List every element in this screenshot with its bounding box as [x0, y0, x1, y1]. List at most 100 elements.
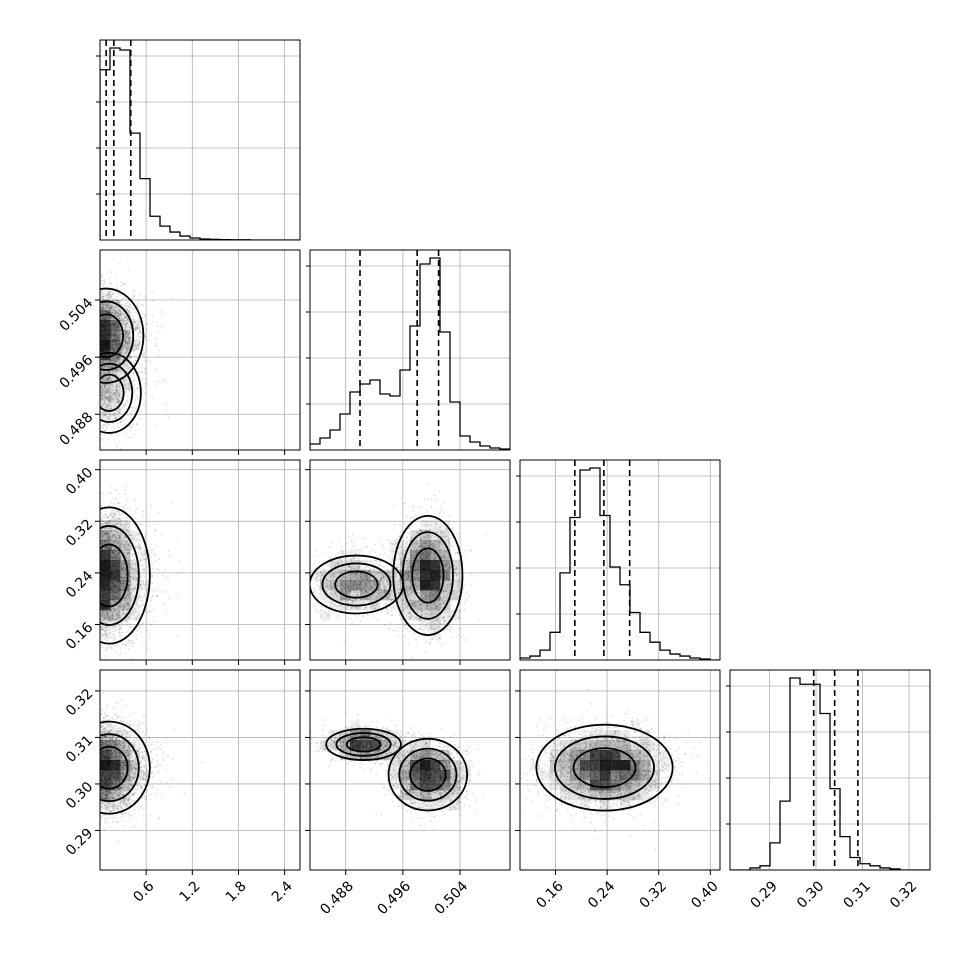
- sample-point: [110, 547, 112, 550]
- sample-point: [103, 390, 105, 392]
- sample-point: [111, 616, 114, 619]
- sample-point: [111, 618, 114, 621]
- sample-point: [121, 505, 124, 508]
- sample-point: [110, 359, 113, 362]
- sample-point: [134, 567, 137, 570]
- sample-point: [104, 463, 106, 465]
- sample-point: [102, 366, 105, 369]
- sample-point: [117, 523, 120, 525]
- sample-point: [121, 348, 123, 350]
- sample-point: [146, 383, 148, 385]
- sample-point: [130, 534, 133, 537]
- sample-point: [132, 423, 135, 426]
- sample-point: [115, 594, 118, 597]
- sample-point: [130, 597, 133, 600]
- sample-point: [158, 569, 160, 572]
- sample-point: [107, 364, 110, 367]
- sample-point: [111, 370, 114, 372]
- sample-point: [112, 340, 114, 343]
- sample-point: [164, 404, 167, 406]
- sample-point: [114, 394, 117, 396]
- sample-point: [112, 343, 115, 346]
- sample-point: [110, 601, 113, 604]
- sample-point: [119, 522, 121, 524]
- sample-point: [137, 346, 139, 348]
- sample-point: [117, 401, 119, 404]
- sample-point: [101, 531, 103, 534]
- sample-point: [117, 343, 119, 346]
- sample-point: [105, 389, 108, 391]
- sample-point: [111, 422, 114, 425]
- sample-point: [107, 398, 110, 401]
- sample-point: [139, 321, 142, 324]
- sample-point: [154, 338, 157, 340]
- sample-point: [104, 310, 107, 313]
- sample-point: [113, 309, 116, 312]
- sample-point: [109, 304, 112, 307]
- sample-point: [112, 349, 114, 352]
- sample-point: [102, 377, 105, 379]
- sample-point: [117, 309, 120, 312]
- sample-point: [118, 402, 120, 405]
- sample-point: [125, 402, 127, 405]
- sample-point: [117, 340, 119, 343]
- sample-point: [136, 327, 139, 329]
- sample-point: [100, 391, 103, 394]
- sample-point: [139, 418, 142, 420]
- sample-point: [103, 299, 106, 301]
- sample-point: [109, 492, 112, 494]
- density-cell: [120, 380, 131, 391]
- sample-point: [154, 554, 157, 557]
- sample-point: [116, 557, 119, 559]
- sample-point: [126, 557, 128, 560]
- sample-point: [101, 628, 104, 630]
- sample-point: [125, 595, 128, 598]
- sample-point: [112, 328, 115, 330]
- sample-point: [122, 589, 124, 592]
- sample-point: [102, 315, 105, 317]
- sample-point: [115, 619, 117, 621]
- sample-point: [127, 588, 129, 591]
- sample-point: [112, 320, 115, 323]
- sample-point: [116, 612, 119, 614]
- sample-point: [119, 369, 122, 371]
- sample-point: [120, 311, 123, 313]
- sample-point: [102, 533, 105, 536]
- sample-point: [103, 685, 105, 687]
- sample-point: [116, 369, 118, 371]
- sample-point: [119, 310, 122, 313]
- sample-point: [103, 539, 105, 542]
- sample-point: [120, 330, 122, 332]
- sample-point: [126, 552, 129, 555]
- sample-point: [121, 576, 123, 579]
- sample-point: [133, 327, 136, 330]
- sample-point: [130, 640, 133, 642]
- sample-point: [118, 399, 120, 402]
- sample-point: [115, 357, 118, 360]
- sample-point: [128, 606, 131, 609]
- sample-point: [115, 555, 118, 558]
- sample-point: [112, 360, 115, 362]
- sample-point: [120, 313, 122, 316]
- sample-point: [114, 322, 117, 325]
- sample-point: [117, 358, 120, 360]
- sample-point: [100, 290, 103, 293]
- sample-point: [125, 645, 127, 647]
- sample-point: [111, 383, 113, 386]
- sample-point: [162, 379, 165, 382]
- sample-point: [125, 336, 128, 339]
- sample-point: [110, 296, 112, 298]
- sample-point: [112, 591, 114, 593]
- sample-point: [120, 353, 123, 355]
- sample-point: [110, 378, 113, 380]
- sample-point: [124, 582, 127, 584]
- sample-point: [124, 488, 127, 491]
- sample-point: [103, 385, 106, 388]
- sample-point: [114, 369, 117, 372]
- density-cell: [110, 400, 121, 411]
- sample-point: [121, 346, 124, 348]
- density-cell: [110, 350, 121, 361]
- sample-point: [114, 358, 116, 361]
- sample-point: [112, 340, 115, 343]
- sample-point: [127, 332, 129, 335]
